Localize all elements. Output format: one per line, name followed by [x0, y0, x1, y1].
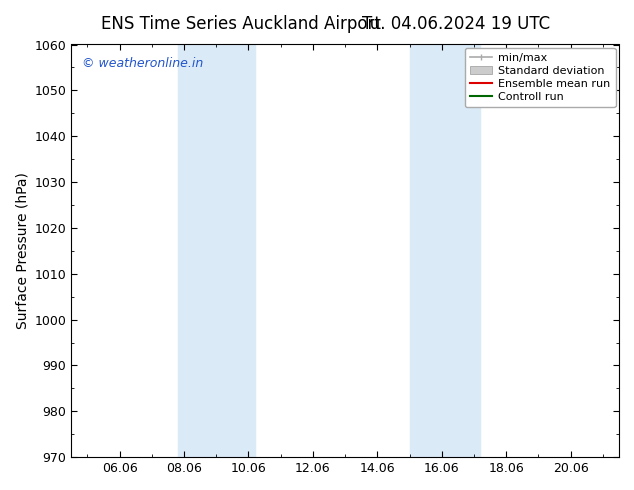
- Text: © weatheronline.in: © weatheronline.in: [82, 57, 204, 70]
- Legend: min/max, Standard deviation, Ensemble mean run, Controll run: min/max, Standard deviation, Ensemble me…: [465, 48, 616, 107]
- Y-axis label: Surface Pressure (hPa): Surface Pressure (hPa): [15, 172, 29, 329]
- Text: Tu. 04.06.2024 19 UTC: Tu. 04.06.2024 19 UTC: [363, 15, 550, 33]
- Text: ENS Time Series Auckland Airport: ENS Time Series Auckland Airport: [101, 15, 381, 33]
- Bar: [178, 45, 255, 457]
- Bar: [410, 45, 481, 457]
